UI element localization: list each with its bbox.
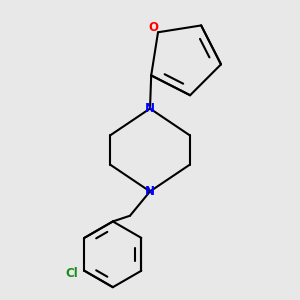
Text: N: N	[145, 102, 155, 115]
Text: Cl: Cl	[65, 267, 78, 280]
Text: O: O	[149, 22, 159, 34]
Text: N: N	[145, 185, 155, 198]
